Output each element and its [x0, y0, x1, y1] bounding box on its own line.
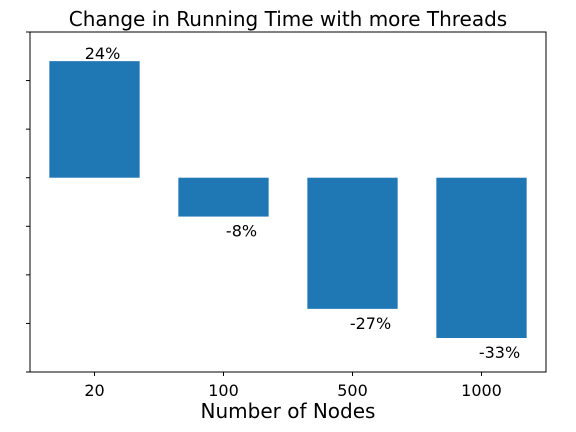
y-axis-ticks [26, 31, 30, 373]
x-tick-label: 1000 [461, 381, 502, 400]
bars-group [49, 61, 527, 338]
x-tick-label: 20 [84, 381, 104, 400]
x-tick-label: 100 [208, 381, 239, 400]
bar-20 [49, 61, 140, 178]
bar-1000 [436, 177, 527, 338]
x-axis-ticks: 20 100 500 1000 [84, 372, 502, 400]
data-label: 24% [85, 44, 121, 63]
data-labels-group: 24% -8% -27% -33% [85, 44, 520, 362]
x-tick-label: 500 [337, 381, 368, 400]
chart-title: Change in Running Time with more Threads [69, 7, 507, 31]
bar-500 [307, 177, 398, 309]
data-label: -33% [479, 343, 520, 362]
bar-100 [178, 177, 269, 217]
data-label: -8% [226, 222, 257, 241]
x-axis-label: Number of Nodes [201, 399, 376, 423]
plot-area [29, 31, 547, 373]
data-label: -27% [350, 314, 391, 333]
